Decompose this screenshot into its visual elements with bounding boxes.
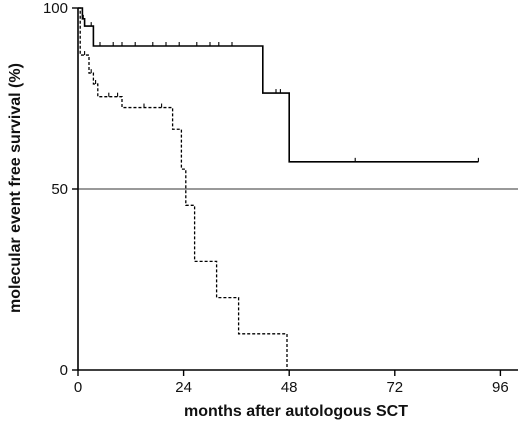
y-tick-label: 0 — [60, 362, 68, 379]
series-group — [78, 7, 479, 370]
x-tick-label: 48 — [281, 379, 298, 396]
x-tick-label: 72 — [386, 379, 403, 396]
tick-group: 0 24 48 72 96 0 50 100 — [43, 0, 509, 396]
y-tick-label: 50 — [51, 181, 68, 198]
x-tick-label: 0 — [74, 379, 82, 396]
survival-curve-solid — [78, 7, 479, 163]
y-axis-title: molecular event free survival (%) — [7, 63, 24, 313]
x-tick-label: 24 — [175, 379, 192, 396]
x-axis-title: months after autologous SCT — [184, 403, 408, 420]
y-tick-label: 100 — [43, 0, 68, 17]
survival-curve-dashed — [78, 7, 288, 370]
series-solid — [78, 7, 479, 163]
series-dashed — [78, 7, 288, 370]
x-tick-label: 96 — [492, 379, 509, 396]
